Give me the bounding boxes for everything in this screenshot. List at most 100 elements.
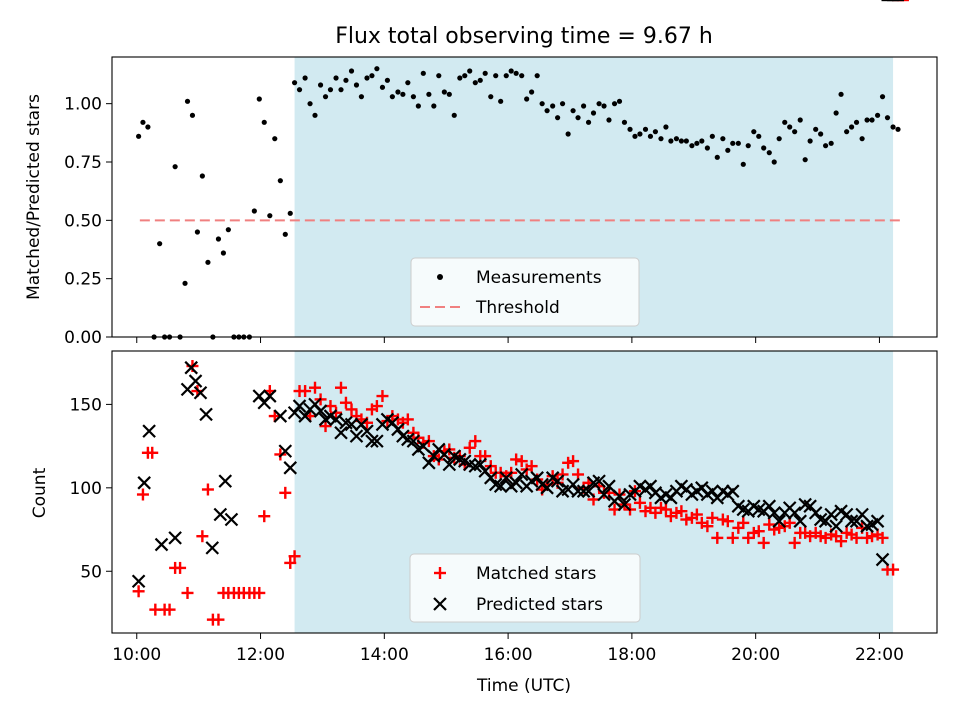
measurement-point <box>751 129 757 135</box>
measurement-point <box>436 73 442 79</box>
predicted-marker-b <box>422 456 436 470</box>
measurement-point <box>585 119 592 125</box>
predicted-marker-b <box>530 471 544 485</box>
measurement-point <box>575 115 581 121</box>
ytick-label: 0.00 <box>64 328 102 348</box>
measurement-point <box>550 103 556 109</box>
measurement-point <box>864 117 870 123</box>
predicted-marker-b <box>844 514 859 528</box>
measurement-point <box>182 280 188 286</box>
matched-star-point <box>253 586 266 599</box>
measurement-point <box>529 89 535 95</box>
bottom-xticks: 10:00 12:00 14:00 16:00 18:00 20:00 22:00 <box>112 633 904 665</box>
predicted-marker-b <box>199 407 213 422</box>
predicted-marker-b <box>473 457 488 472</box>
matched-star-point <box>274 448 287 461</box>
measurement-point <box>699 138 705 144</box>
predicted-star-point <box>131 574 146 589</box>
predicted-marker-b <box>349 429 364 443</box>
predicted-marker-b <box>514 467 529 482</box>
ytick-label: 0.75 <box>64 153 102 173</box>
measurement-point <box>302 75 308 81</box>
measurement-point <box>353 82 360 88</box>
predicted-star-point <box>762 499 777 513</box>
measurement-point <box>405 80 411 86</box>
legend-matched-marker <box>434 567 446 579</box>
predicted-star-point <box>705 484 720 498</box>
measurement-point <box>782 119 788 125</box>
matched-star-point <box>288 550 301 563</box>
measurement-point <box>451 112 457 118</box>
measurement-point <box>766 150 772 156</box>
measurement-point <box>225 227 231 233</box>
predicted-star-point <box>422 456 436 470</box>
measurement-point <box>215 236 222 242</box>
measurement-point <box>787 124 793 130</box>
ytick-label: 0.25 <box>64 270 102 290</box>
predicted-marker-b <box>747 499 761 513</box>
predicted-marker-b <box>566 477 580 492</box>
measurement-point <box>251 208 257 214</box>
predicted-star-point <box>298 409 312 423</box>
predicted-marker-b <box>751 502 766 517</box>
measurement-point <box>384 77 391 83</box>
measurement-point <box>663 124 669 130</box>
predicted-star-point <box>772 514 786 528</box>
matched-star-point <box>330 406 343 419</box>
predicted-star-point <box>334 425 348 440</box>
predicted-star-point <box>829 519 843 533</box>
measurement-point <box>720 136 726 142</box>
predicted-marker-b <box>829 519 843 533</box>
predicted-marker-b <box>442 457 457 472</box>
measurement-point <box>420 70 426 76</box>
predicted-marker-b <box>855 507 869 522</box>
predicted-star-point <box>287 405 302 420</box>
predicted-marker-b <box>674 479 689 493</box>
measurement-point <box>431 103 437 109</box>
matched-star-point <box>376 390 389 403</box>
predicted-marker-b <box>659 487 673 502</box>
predicted-marker-b <box>131 574 146 589</box>
measurement-point <box>374 66 380 72</box>
measurement-point <box>555 115 561 121</box>
predicted-marker-b <box>787 506 802 520</box>
measurement-point <box>519 73 525 79</box>
predicted-star-point <box>643 479 658 493</box>
measurement-point <box>859 136 865 142</box>
legend-threshold-label: Threshold <box>475 298 560 318</box>
matched-star-point <box>299 385 312 398</box>
measurement-point <box>358 94 365 100</box>
predicted-star-point <box>168 531 182 545</box>
predicted-star-point <box>344 417 359 432</box>
measurement-point <box>668 138 674 144</box>
measurement-point <box>482 70 488 76</box>
predicted-star-point <box>292 399 307 413</box>
measurement-point <box>792 129 798 135</box>
predicted-star-point <box>597 487 611 502</box>
measurement-point <box>415 103 421 109</box>
measurement-point <box>838 91 844 97</box>
measurement-point <box>828 140 834 146</box>
legend-predicted-label: Predicted stars <box>476 595 603 615</box>
measurement-point <box>714 154 720 160</box>
measurement-point <box>833 110 839 116</box>
predicted-marker-b <box>540 481 554 495</box>
legend-measurements-label: Measurements <box>476 268 602 288</box>
measurement-point <box>802 157 808 163</box>
measurement-point <box>333 75 339 81</box>
bottom-ylabel: Count <box>30 467 50 518</box>
measurement-point <box>559 101 566 107</box>
predicted-star-point <box>540 481 554 495</box>
predicted-star-point <box>263 389 277 403</box>
predicted-marker-b <box>772 514 786 528</box>
matched-star-point <box>752 525 765 538</box>
predicted-star-point <box>473 457 488 472</box>
ytick-label: 0.50 <box>64 211 102 231</box>
matched-star-point <box>726 531 739 544</box>
predicted-marker-b <box>457 454 472 468</box>
measurement-point <box>291 80 298 86</box>
measurement-point <box>848 124 855 130</box>
ytick-label: 50 <box>80 562 102 582</box>
predicted-star-point <box>252 389 267 403</box>
matched-star-point <box>258 510 271 523</box>
